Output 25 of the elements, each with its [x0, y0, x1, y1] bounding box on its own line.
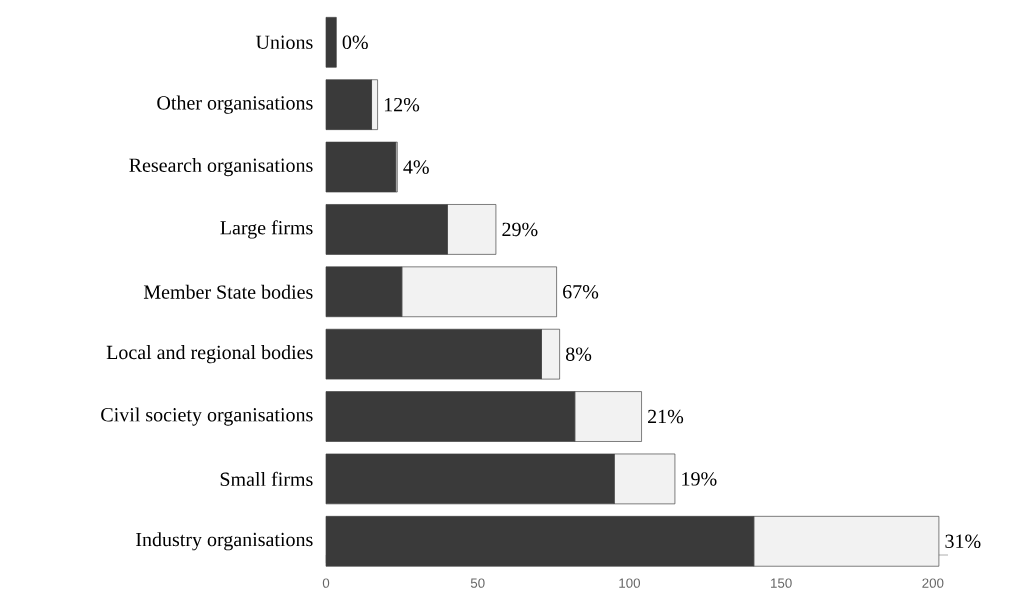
annotation: 0%	[342, 35, 368, 50]
y-tick-label: Small firms	[220, 471, 313, 487]
bar	[325, 141, 397, 193]
y-tick-label: Large firms	[220, 220, 313, 239]
x-tick-label: 100	[619, 578, 641, 588]
y-tick-label: Local and regional bodies	[106, 345, 313, 364]
y-tick-label: Industry organisations	[136, 532, 313, 551]
y-tick-label: Unions	[255, 35, 313, 50]
x-tick-label: 50	[470, 578, 485, 588]
y-tick-label: Member State bodies	[143, 284, 313, 299]
x-tick-label: 200	[922, 578, 944, 588]
annotation: 8%	[565, 347, 592, 361]
bar	[325, 17, 337, 68]
annotation: 19%	[682, 472, 717, 486]
annotation: 21%	[648, 409, 684, 424]
y-tick-label: Other organisations	[157, 95, 313, 114]
annotation: 67%	[563, 285, 599, 299]
annotation: 4%	[403, 160, 429, 174]
x-tick-label: 0	[322, 578, 330, 588]
x-tick-label: 150	[771, 578, 792, 588]
y-tick-label: Civil society organisations	[101, 407, 313, 426]
annotation: 29%	[502, 222, 538, 237]
annotation: 12%	[384, 97, 420, 112]
annotation: 31%	[945, 534, 981, 549]
y-tick-label: Research organisations	[129, 157, 313, 177]
